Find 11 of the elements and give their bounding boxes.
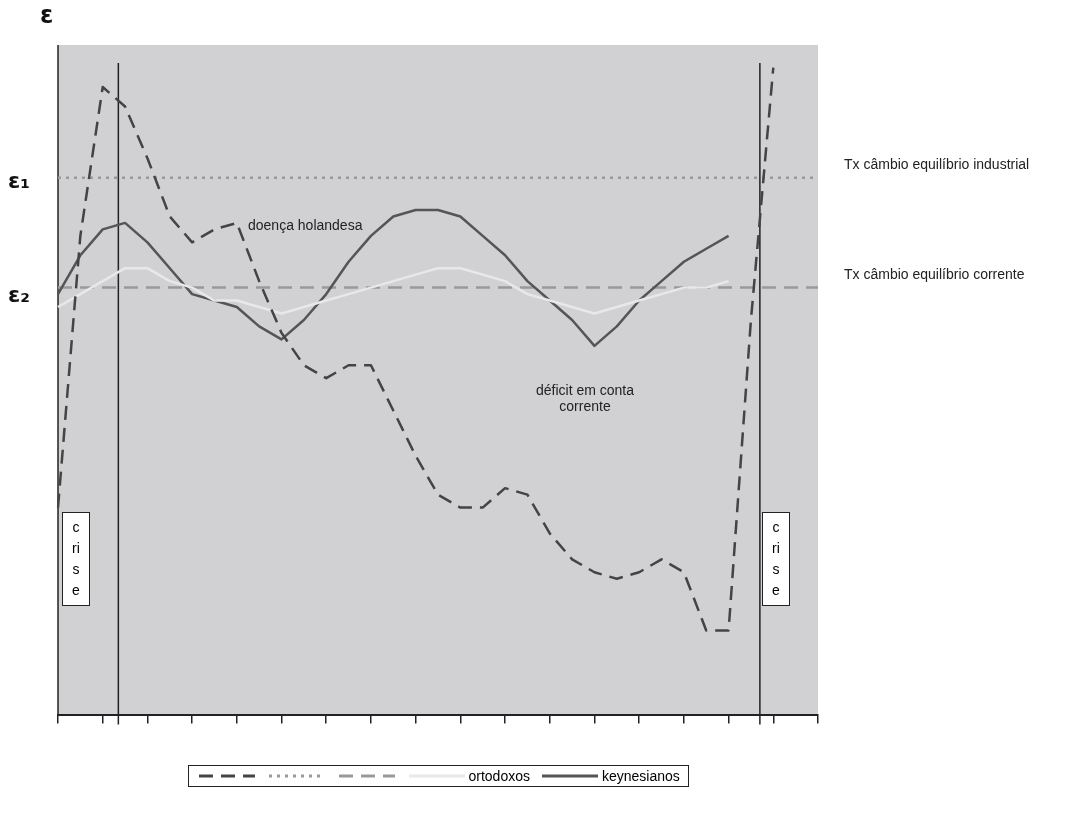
legend-label: ortodoxos xyxy=(468,767,530,784)
annotation: déficit em conta corrente xyxy=(534,382,636,414)
annotation: doença holandesa xyxy=(248,217,363,233)
annotation: crise xyxy=(62,512,90,606)
text: ε₂ xyxy=(8,282,30,307)
legend-label: keynesianos xyxy=(601,767,680,784)
annotation: crise xyxy=(762,512,790,606)
ref-line-label: Tx câmbio equilíbrio industrial xyxy=(844,155,1031,172)
y-axis-title: ε xyxy=(40,1,54,29)
ref-line-label: Tx câmbio equilíbrio corrente xyxy=(844,265,1026,282)
text: ε₁ xyxy=(8,168,30,193)
